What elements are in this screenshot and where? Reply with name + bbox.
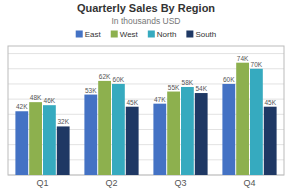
data-label: 54K bbox=[195, 85, 207, 92]
legend-item: North bbox=[148, 30, 177, 39]
bar bbox=[153, 104, 166, 175]
data-label: 47K bbox=[154, 96, 166, 103]
bar bbox=[15, 111, 28, 175]
x-axis: Q1 Q2 Q3 Q4 bbox=[36, 178, 255, 188]
bar bbox=[181, 87, 194, 175]
data-label: 60K bbox=[223, 76, 235, 83]
x-tick-label: Q2 bbox=[105, 178, 117, 188]
bars bbox=[15, 63, 276, 175]
grid bbox=[8, 54, 284, 175]
bar bbox=[29, 102, 42, 175]
data-label: 32K bbox=[57, 118, 69, 125]
bar bbox=[250, 69, 263, 175]
legend: East West North South bbox=[76, 30, 217, 39]
bar bbox=[236, 63, 249, 175]
bar bbox=[167, 92, 180, 175]
legend-swatch bbox=[76, 31, 83, 38]
data-label: 74K bbox=[237, 55, 249, 62]
chart-subtitle: In thousands USD bbox=[112, 16, 181, 26]
bar bbox=[43, 105, 56, 175]
bar bbox=[195, 93, 208, 175]
data-label: 48K bbox=[30, 94, 42, 101]
bar bbox=[112, 84, 125, 175]
legend-label: South bbox=[195, 30, 216, 39]
bar bbox=[222, 84, 235, 175]
data-label: 70K bbox=[251, 61, 263, 68]
x-tick-label: Q1 bbox=[36, 178, 48, 188]
legend-swatch bbox=[111, 31, 118, 38]
bar bbox=[57, 126, 70, 175]
bar bbox=[84, 95, 97, 175]
bar bbox=[126, 107, 139, 175]
legend-label: North bbox=[157, 30, 177, 39]
data-label: 53K bbox=[85, 87, 97, 94]
legend-item: South bbox=[186, 30, 216, 39]
data-label: 42K bbox=[16, 103, 28, 110]
legend-label: East bbox=[85, 30, 102, 39]
data-label: 45K bbox=[264, 99, 276, 106]
data-label: 45K bbox=[126, 99, 138, 106]
chart-title: Quarterly Sales By Region bbox=[77, 2, 215, 14]
data-labels: 42K 53K 47K 60K 48K 62K 55K 74K 46K 60K 58K 70K 32K 4… bbox=[16, 55, 277, 126]
data-label: 60K bbox=[113, 76, 125, 83]
legend-item: East bbox=[76, 30, 102, 39]
data-label: 46K bbox=[44, 97, 56, 104]
legend-label: West bbox=[120, 30, 139, 39]
data-label: 55K bbox=[168, 84, 180, 91]
legend-item: West bbox=[111, 30, 139, 39]
bar bbox=[264, 107, 277, 175]
bar bbox=[98, 81, 111, 175]
data-label: 58K bbox=[182, 79, 194, 86]
data-label: 62K bbox=[99, 73, 111, 80]
chart-svg: Quarterly Sales By Region In thousands US… bbox=[0, 0, 292, 191]
plot-frame bbox=[8, 46, 284, 175]
x-tick-label: Q4 bbox=[243, 178, 255, 188]
x-tick-label: Q3 bbox=[174, 178, 186, 188]
legend-swatch bbox=[148, 31, 155, 38]
chart-container: Quarterly Sales By Region In thousands US… bbox=[0, 0, 292, 191]
legend-swatch bbox=[186, 31, 193, 38]
